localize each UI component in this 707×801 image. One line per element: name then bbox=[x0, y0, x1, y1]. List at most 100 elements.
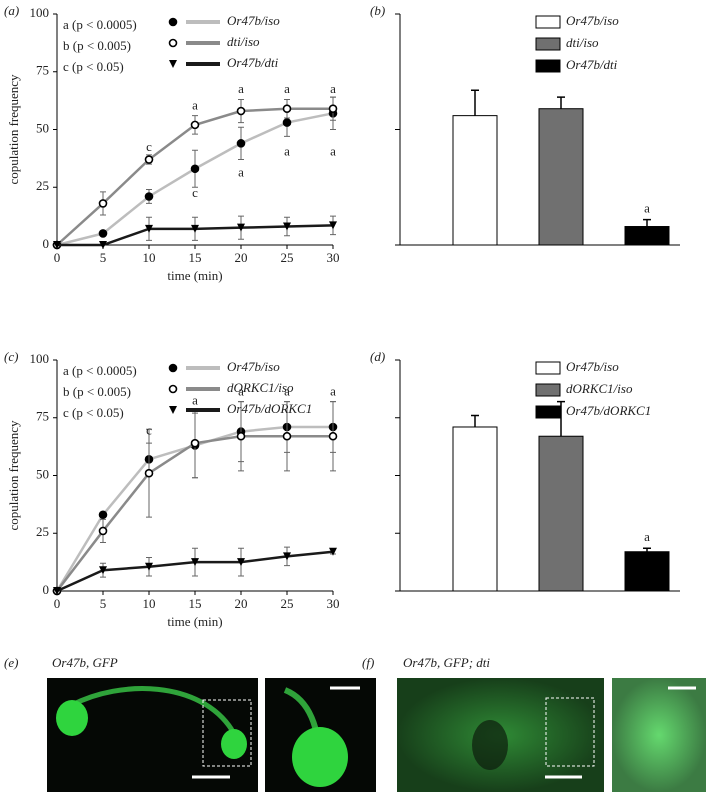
y-tick-label: 75 bbox=[36, 63, 49, 78]
marker bbox=[282, 118, 292, 127]
panel-label: (a) bbox=[4, 3, 19, 18]
note: c (p < 0.05) bbox=[63, 59, 124, 74]
marker bbox=[144, 192, 154, 201]
panel-label: (c) bbox=[4, 349, 18, 364]
error-bar bbox=[643, 218, 651, 227]
marker bbox=[190, 438, 200, 448]
x-tick-label: 15 bbox=[189, 596, 202, 611]
marker bbox=[168, 38, 178, 48]
marker bbox=[191, 558, 199, 567]
y-tick-label: 50 bbox=[36, 120, 49, 135]
x-tick-label: 10 bbox=[143, 596, 156, 611]
legend-swatch bbox=[535, 59, 561, 73]
marker bbox=[236, 431, 246, 441]
panel-label: (b) bbox=[370, 3, 385, 18]
y-tick-label: 25 bbox=[36, 524, 49, 539]
annotation: a bbox=[238, 81, 244, 96]
value-label: a bbox=[644, 529, 650, 544]
image-caption: Or47b, GFP bbox=[52, 655, 118, 670]
bar bbox=[624, 551, 670, 592]
marker bbox=[236, 139, 246, 148]
y-tick-label: 75 bbox=[36, 409, 49, 424]
legend-label: dti/iso bbox=[227, 34, 260, 49]
panel-label: (e) bbox=[4, 655, 18, 670]
annotation: a bbox=[238, 164, 244, 179]
marker bbox=[190, 164, 200, 174]
y-tick-label: 0 bbox=[43, 236, 50, 251]
y-tick-label: 0 bbox=[43, 582, 50, 597]
marker bbox=[168, 17, 178, 27]
marker bbox=[237, 223, 245, 232]
error-bar bbox=[643, 547, 651, 552]
marker bbox=[282, 431, 292, 441]
marker bbox=[169, 60, 177, 68]
annotation: c bbox=[146, 423, 152, 438]
legend-swatch bbox=[535, 15, 561, 29]
x-tick-label: 5 bbox=[100, 250, 107, 265]
x-tick-label: 30 bbox=[327, 596, 340, 611]
legend-swatch bbox=[535, 361, 561, 375]
legend-label: Or47b/iso bbox=[227, 359, 280, 374]
legend-label: Or47b/dORKC1 bbox=[566, 403, 651, 418]
annotation: a bbox=[192, 97, 198, 112]
marker bbox=[98, 510, 108, 520]
note: a (p < 0.0005) bbox=[63, 17, 137, 32]
marker bbox=[145, 224, 153, 233]
marker bbox=[169, 406, 177, 414]
y-axis-label: copulation frequency bbox=[6, 74, 21, 185]
marker bbox=[53, 587, 61, 595]
marker bbox=[283, 552, 291, 561]
x-tick-label: 0 bbox=[54, 596, 61, 611]
bar bbox=[452, 115, 498, 246]
legend-label: Or47b/iso bbox=[227, 13, 280, 28]
error-bar bbox=[471, 414, 479, 427]
annotation: c bbox=[146, 139, 152, 154]
annotation: c bbox=[192, 185, 198, 200]
marker bbox=[98, 229, 108, 238]
x-tick-label: 10 bbox=[143, 250, 156, 265]
marker bbox=[191, 224, 199, 233]
x-tick-label: 15 bbox=[189, 250, 202, 265]
x-tick-label: 20 bbox=[235, 596, 248, 611]
marker bbox=[329, 221, 337, 230]
panel-label: (d) bbox=[370, 349, 385, 364]
note: b (p < 0.005) bbox=[63, 384, 131, 399]
legend-swatch bbox=[535, 37, 561, 51]
legend-label: dti/iso bbox=[566, 35, 599, 50]
x-tick-label: 5 bbox=[100, 596, 107, 611]
marker bbox=[144, 468, 154, 478]
marker bbox=[329, 547, 337, 556]
bar bbox=[538, 435, 584, 592]
note: a (p < 0.0005) bbox=[63, 363, 137, 378]
value-label: a bbox=[644, 201, 650, 216]
annotation: a bbox=[330, 383, 336, 398]
marker bbox=[144, 155, 154, 164]
x-tick-label: 20 bbox=[235, 250, 248, 265]
legend-swatch bbox=[535, 405, 561, 419]
error-bar bbox=[557, 400, 565, 437]
x-tick-label: 25 bbox=[281, 250, 294, 265]
x-tick-label: 30 bbox=[327, 250, 340, 265]
image-e bbox=[47, 678, 376, 792]
marker bbox=[282, 104, 292, 114]
marker bbox=[99, 241, 107, 249]
annotation: a bbox=[284, 144, 290, 159]
error-bar bbox=[557, 96, 565, 109]
y-tick-label: 100 bbox=[30, 5, 50, 20]
marker bbox=[53, 241, 61, 249]
marker bbox=[145, 562, 153, 571]
y-tick-label: 25 bbox=[36, 178, 49, 193]
annotation: a bbox=[284, 81, 290, 96]
legend-swatch bbox=[535, 383, 561, 397]
marker bbox=[237, 558, 245, 567]
bar bbox=[452, 426, 498, 592]
legend-label: Or47b/iso bbox=[566, 359, 619, 374]
marker bbox=[99, 566, 107, 575]
legend-label: Or47b/dti bbox=[227, 55, 279, 70]
marker bbox=[168, 363, 178, 373]
marker bbox=[190, 120, 200, 130]
annotation: a bbox=[284, 383, 290, 398]
marker bbox=[168, 384, 178, 394]
marker bbox=[328, 431, 338, 441]
